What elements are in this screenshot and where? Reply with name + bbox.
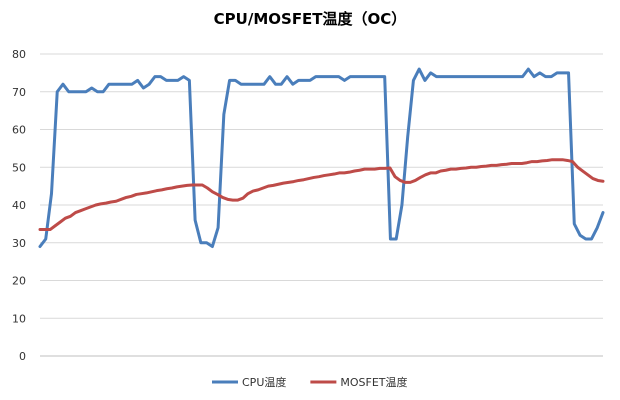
y-tick-label: 40: [12, 199, 26, 212]
y-axis-ticks: 0 10 20 30 40 50 60 70 80: [12, 48, 26, 363]
y-tick-label: 50: [12, 161, 26, 174]
chart-title: CPU/MOSFET温度（OC）: [214, 10, 407, 28]
y-tick-label: 60: [12, 124, 26, 137]
y-tick-label: 70: [12, 86, 26, 99]
legend-label-0: CPU温度: [242, 375, 286, 389]
y-tick-label: 10: [12, 312, 26, 325]
series-lines: [38, 67, 605, 249]
grid-lines: [40, 53, 603, 357]
y-tick-label: 30: [12, 237, 26, 250]
legend: CPU温度 MOSFET温度: [212, 375, 408, 389]
legend-label-1: MOSFET温度: [340, 375, 407, 389]
series-line-0: [38, 67, 605, 249]
y-tick-label: 20: [12, 275, 26, 288]
y-tick-label: 0: [19, 350, 26, 363]
series-line-1: [38, 158, 605, 232]
y-tick-label: 80: [12, 48, 26, 61]
